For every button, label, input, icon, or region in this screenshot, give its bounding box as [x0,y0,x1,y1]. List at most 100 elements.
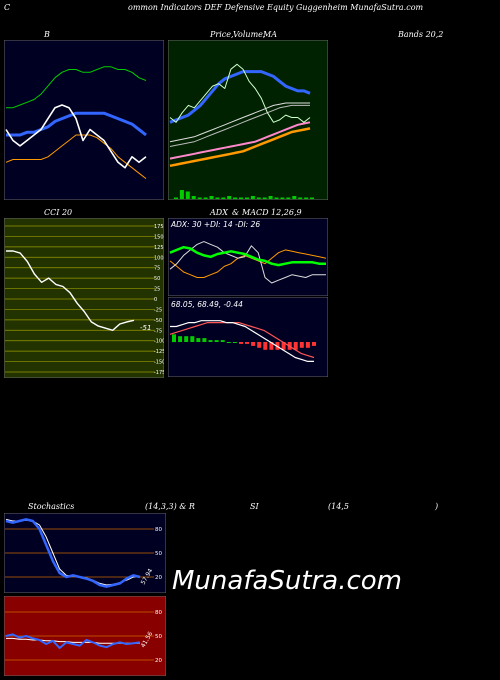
volume-bar [292,196,297,199]
macd-background [168,297,328,377]
macd-histogram-bar [232,342,237,343]
bb-lower-band [5,134,147,179]
ma-blue [169,70,311,124]
cci-tick-label: -75 [154,328,162,334]
macd-histogram-bar [251,342,256,346]
macd-histogram-bar [202,338,207,342]
adx-panel: ADX: 30 +DI: 14 -DI: 26 [168,218,328,296]
volume-bar [280,197,285,199]
price-label: Price, [210,30,234,39]
cci-end-label: -51 [140,324,151,332]
macd-histogram-bar [190,336,195,342]
stoch-tick-label: 20 [155,575,162,581]
volume-bar [179,190,184,199]
cci-tick-label: -150 [154,360,164,366]
ma-orange [169,127,311,168]
rsi-close: ) [435,502,439,511]
macd-histogram-bar [172,334,176,343]
bb-price [5,104,147,169]
bands-label: Bands 20,2 [398,30,444,39]
adx-values: ADX: 30 +DI: 14 -DI: 26 [170,220,260,229]
cci-tick-label: 0 [154,297,157,303]
bb-upper-band [6,66,147,109]
cci-tick-label: 75 [154,266,160,272]
volume-bar [245,197,249,199]
cci-label: CCI 20 [44,208,73,217]
bollinger-panel [4,40,164,200]
price-panel [168,40,328,200]
rsi-tick-label: 80 [155,610,162,616]
ma-grey-1 [169,102,310,143]
volume-bar [298,197,303,199]
cci-background [4,218,164,378]
macd-histogram-bar [226,342,231,343]
volume-bar [239,197,243,199]
cci-panel: 175 150 125 100 75 50 25 0 -25 -50 -75 -100 -125 -150… [4,218,164,378]
macd-line [170,320,314,363]
macd-histogram-bar [312,342,316,346]
volume-bar [274,197,279,199]
volume-bar [209,196,214,199]
cci-line [6,250,135,332]
bb-middle-band [6,111,147,137]
macd-histogram-bar [257,342,262,348]
bollinger-background [4,40,164,200]
stoch-label: Stochastics [28,502,75,511]
stoch-k-line [5,518,141,588]
cci-tick-label: -25 [154,307,162,313]
header-c: C [4,3,11,12]
macd-histogram-bar [184,336,189,342]
volume-bar [286,197,291,199]
macd-histogram-bar [299,342,304,348]
cci-tick-label: 25 [154,287,160,293]
volume-bar [250,196,255,199]
cci-tick-label: -175 [154,370,164,376]
cci-tick-label: -125 [154,349,164,355]
macd-histogram-bar [178,336,183,342]
cci-tick-label: 100 [154,255,164,261]
ma-grey-2 [169,104,310,147]
volume-bar [215,197,220,199]
macd-histogram-bar [245,342,249,344]
minus-di-line [169,249,327,278]
ma-label: MA [263,30,277,39]
macd-histogram-bar [220,340,225,342]
header-title: ommon Indicators DEF Defensive Equity Gu… [128,3,424,12]
macd-histogram-bar [239,342,243,344]
rsi-tick-label: 50 [155,634,162,640]
rsi-tick-label: 20 [155,658,162,664]
volume-bar [221,197,226,199]
macd-histogram-bar [269,342,274,350]
adx-label: ADX [210,208,228,217]
macd-histogram-bar [263,342,268,350]
cci-tick-label: -100 [154,339,164,345]
rsi-params: (14,5 [328,502,349,511]
bb-label: B [44,30,50,39]
macd-histogram-bar [208,340,213,342]
cci-tick-label: 125 [154,245,164,251]
volume-bar [227,196,232,199]
volume-bar [185,191,190,199]
volume-label: Volume, [233,30,266,39]
macd-histogram-bar [293,342,298,350]
macd-panel: 68.05, 68.49, -0.44 [168,297,328,377]
macd-label: MACD 12,26,9 [242,208,302,217]
volume-bar [191,196,196,199]
macd-values: 68.05, 68.49, -0.44 [171,300,243,309]
volume-bar [304,197,309,199]
watermark: MunafaSutra.com [172,566,403,596]
stoch-params: (14,3,3) & R [145,502,195,511]
volume-bar [233,197,238,199]
cci-tick-label: -50 [154,318,162,324]
volume-bar [310,197,314,199]
macd-histogram-bar [305,342,310,348]
macd-histogram-bar [214,340,219,342]
price-line [169,63,311,123]
stoch-tick-label: 80 [155,527,162,533]
plus-di-line [169,241,326,284]
volume-bar [268,196,273,199]
cci-tick-label: 175 [154,224,164,230]
macd-signal-line [169,322,315,359]
